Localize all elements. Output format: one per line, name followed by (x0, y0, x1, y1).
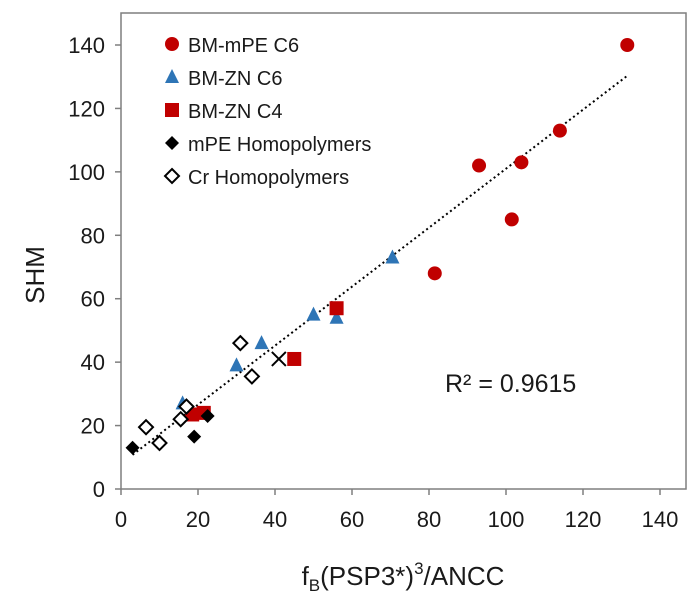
data-point-diamond-open (172, 410, 190, 428)
x-axis-title-superscript: 3 (414, 559, 423, 578)
trendline (131, 74, 628, 456)
data-point-x-mark (271, 351, 287, 367)
x-axis-title-middle: (PSP3*) (320, 561, 414, 591)
y-tick-label: 120 (68, 96, 105, 121)
y-tick-label: 0 (93, 477, 105, 502)
y-tick-label: 100 (68, 160, 105, 185)
x-tick-label: 0 (115, 507, 127, 532)
plot-area-frame (120, 12, 687, 490)
data-point-diamond-open (178, 398, 195, 415)
y-axis-ticks: 0 20 40 60 80 100 120 140 (68, 33, 121, 502)
legend-label: BM-mPE C6 (188, 35, 299, 57)
y-axis-title: SHM (20, 246, 50, 304)
data-point-triangle (254, 335, 269, 350)
data-point-circle (514, 155, 529, 170)
legend-marker (165, 69, 179, 83)
y-tick-label: 20 (81, 414, 105, 439)
x-axis-title: fB(PSP3*)3/ANCC (302, 559, 505, 595)
y-tick-label: 40 (81, 350, 105, 375)
legend-label: BM-ZN C6 (188, 68, 282, 90)
data-point-square (329, 301, 344, 316)
x-tick-label: 60 (340, 507, 364, 532)
y-tick-label: 60 (81, 287, 105, 312)
x-tick-label: 20 (186, 507, 210, 532)
x-axis-ticks: 0 20 40 60 80 100 120 140 (115, 489, 678, 532)
legend-label: BM-ZN C4 (188, 101, 282, 123)
x-tick-label: 80 (417, 507, 441, 532)
legend-marker (165, 136, 179, 150)
data-point-triangle (385, 249, 400, 264)
data-point-circle (504, 212, 519, 227)
x-tick-label: 100 (488, 507, 525, 532)
data-point-circle (552, 123, 567, 138)
data-point-diamond-open (231, 334, 249, 352)
x-axis-title-subscript: B (309, 576, 320, 595)
data-point-square (287, 351, 302, 366)
x-axis-title-end: /ANCC (424, 561, 505, 591)
data-point-diamond-open (243, 368, 261, 385)
x-tick-label: 40 (263, 507, 287, 532)
x-tick-label: 120 (565, 507, 602, 532)
legend-label: Cr Homopolymers (188, 167, 349, 189)
legend: BM-mPE C6 BM-ZN C6 BM-ZN C4 mPE Homopolymer… (163, 35, 371, 189)
y-tick-label: 80 (81, 223, 105, 248)
data-point-diamond-filled (187, 429, 202, 444)
legend-marker (163, 167, 181, 185)
data-point-circle (620, 38, 635, 52)
data-point-circle (472, 158, 487, 173)
data-point-triangle (329, 309, 344, 324)
data-point-diamond-open (151, 434, 168, 452)
x-tick-label: 140 (642, 507, 679, 532)
data-point-circle (427, 266, 442, 281)
data-point-diamond-filled (200, 409, 215, 424)
r-squared-annotation: R² = 0.9615 (445, 370, 576, 398)
data-point-diamond-filled (125, 440, 140, 455)
data-point-triangle (229, 357, 244, 372)
data-point-diamond-open (137, 418, 155, 436)
legend-marker (165, 103, 179, 117)
legend-marker (165, 37, 179, 51)
x-axis-title-f: f (302, 561, 310, 591)
legend-label: mPE Homopolymers (188, 134, 371, 156)
data-markers (125, 38, 635, 455)
data-point-triangle (306, 306, 321, 321)
y-tick-label: 140 (68, 33, 105, 58)
